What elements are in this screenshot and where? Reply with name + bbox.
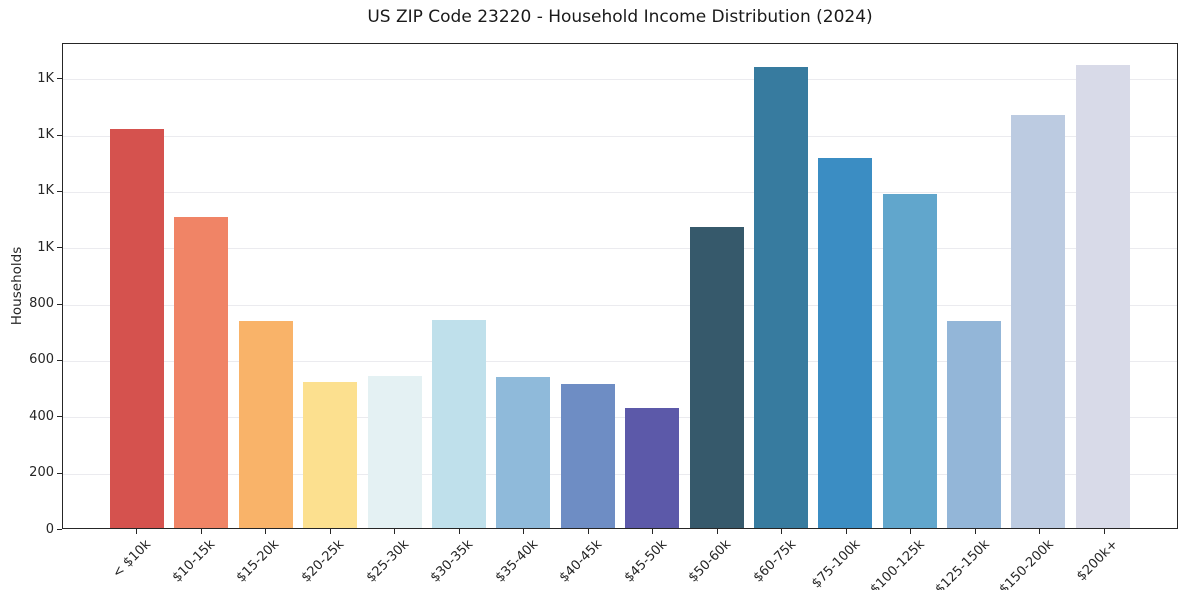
x-tick-label: $25-30k <box>363 537 412 586</box>
y-tick-mark <box>57 472 62 474</box>
bar-$45-50k <box>625 408 680 528</box>
x-tick-mark <box>781 529 783 534</box>
y-tick-mark <box>57 247 62 249</box>
gridline <box>63 360 1177 362</box>
x-tick-mark <box>394 529 396 534</box>
gridline <box>63 248 1177 250</box>
x-tick-mark <box>200 529 202 534</box>
x-tick-mark <box>265 529 267 534</box>
bar-$125-150k <box>947 320 1002 528</box>
x-tick-label: $50-60k <box>685 537 735 586</box>
x-tick-mark <box>1039 529 1041 534</box>
y-tick-label: 0 <box>45 521 54 537</box>
x-tick-mark <box>716 529 718 534</box>
gridline <box>63 473 1177 475</box>
x-tick-label: $150-200k <box>996 537 1058 590</box>
x-tick-mark <box>974 529 976 534</box>
y-tick-mark <box>57 359 62 361</box>
gridline <box>63 304 1177 306</box>
bar-$35-40k <box>496 377 551 528</box>
x-tick-label: $20-25k <box>298 537 348 586</box>
bar-$50-60k <box>689 226 744 528</box>
y-tick-mark <box>57 303 62 305</box>
chart-title: US ZIP Code 23220 - Household Income Dis… <box>367 7 873 27</box>
bar-$60-75k <box>753 67 808 528</box>
x-tick-label: $15-20k <box>234 537 283 586</box>
bar-$25-30k <box>367 375 422 528</box>
x-tick-label: $125-150k <box>932 537 993 590</box>
y-tick-label: 600 <box>29 352 54 368</box>
y-tick-label: 200 <box>29 465 54 481</box>
x-tick-label: $100-125k <box>867 537 928 590</box>
bar-$20-25k <box>303 381 358 528</box>
y-tick-label: 400 <box>29 408 54 424</box>
x-tick-mark <box>652 529 654 534</box>
x-tick-mark <box>329 529 331 534</box>
y-tick-mark <box>57 190 62 192</box>
x-tick-mark <box>458 529 460 534</box>
x-tick-label: $35-40k <box>492 537 541 586</box>
bar-< $10k <box>110 129 164 528</box>
x-tick-mark <box>1104 529 1105 534</box>
x-tick-mark <box>910 529 912 534</box>
x-tick-label: < $10k <box>109 537 154 582</box>
gridline <box>63 135 1177 137</box>
x-tick-mark <box>587 529 589 534</box>
bar-$15-20k <box>238 320 293 528</box>
x-tick-label: $60-75k <box>750 537 799 586</box>
bar-$30-35k <box>431 319 486 528</box>
gridline <box>63 191 1177 193</box>
y-tick-label: 800 <box>29 296 54 312</box>
x-tick-label: $10-15k <box>169 537 219 586</box>
bar-$150-200k <box>1011 115 1066 528</box>
gridline <box>63 417 1177 419</box>
plot-area <box>62 43 1178 529</box>
y-tick-mark <box>57 134 62 136</box>
x-tick-label: $75-100k <box>809 537 864 590</box>
y-tick-label: 1K <box>37 127 54 143</box>
bar-$75-100k <box>818 157 873 528</box>
bar-$200k+ <box>1075 64 1130 528</box>
bar-$40-45k <box>560 384 615 528</box>
x-tick-mark <box>136 529 137 534</box>
x-tick-mark <box>523 529 525 534</box>
y-tick-mark <box>57 529 62 530</box>
y-tick-label: 1K <box>37 239 54 255</box>
bar-$100-125k <box>882 194 937 528</box>
x-tick-label: $40-45k <box>556 537 606 586</box>
bar-$10-15k <box>174 216 229 528</box>
x-tick-mark <box>845 529 847 534</box>
y-tick-label: 1K <box>37 183 54 199</box>
x-tick-label: $30-35k <box>427 537 477 586</box>
y-tick-mark <box>57 416 62 418</box>
y-tick-label: 1K <box>37 70 54 86</box>
x-tick-label: $200k+ <box>1074 537 1122 585</box>
y-tick-mark <box>57 78 62 80</box>
bars-layer <box>63 44 1177 528</box>
x-tick-label: $45-50k <box>621 537 670 586</box>
gridline <box>63 79 1177 81</box>
y-axis-label: Households <box>9 246 25 326</box>
